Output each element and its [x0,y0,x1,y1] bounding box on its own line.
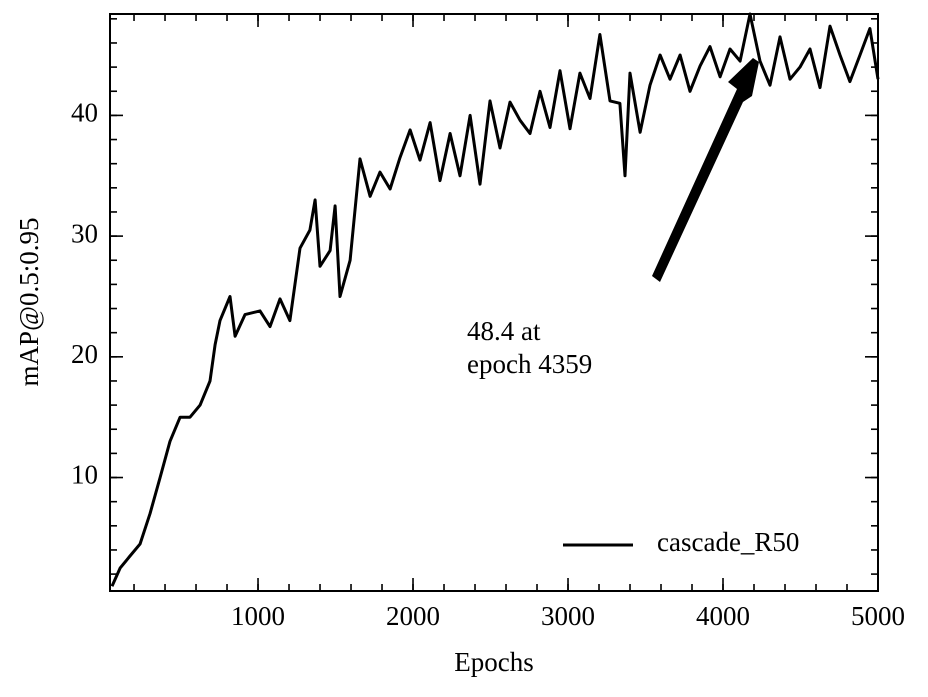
annotation-text: epoch 4359 [467,349,592,379]
data-line [110,12,880,587]
annotation-text: 48.4 at [467,316,541,346]
y-tick-label: 10 [71,460,98,490]
legend-label: cascade_R50 [657,527,799,557]
annotation-arrow [652,58,759,282]
plot-frame [109,13,879,592]
y-axis-label: mAP@0.5:0.95 [14,218,44,387]
y-tick-label: 20 [71,339,98,369]
x-tick-label: 2000 [386,601,440,631]
x-axis-label: Epochs [454,647,533,677]
x-tick-label: 1000 [231,601,285,631]
x-tick-label: 3000 [541,601,595,631]
x-tick-label: 5000 [851,601,905,631]
y-tick-label: 40 [71,98,98,128]
x-tick-label: 4000 [696,601,750,631]
y-tick-label: 30 [71,218,98,248]
